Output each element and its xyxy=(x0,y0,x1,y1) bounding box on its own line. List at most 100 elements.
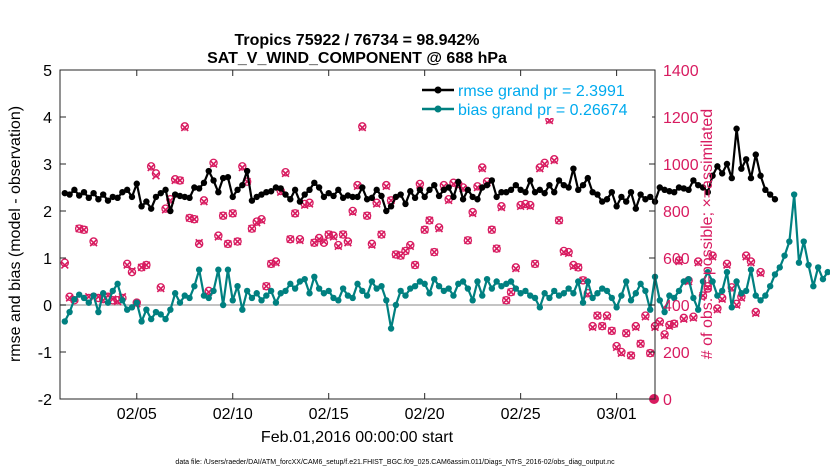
rmse-point xyxy=(435,192,443,200)
bias-point xyxy=(387,325,395,332)
rmse-point xyxy=(373,186,380,194)
assimilated-obs-point xyxy=(271,258,280,267)
rmse-point xyxy=(483,181,491,189)
bias-point xyxy=(114,280,121,288)
assimilated-obs-point xyxy=(756,269,765,278)
bias-point xyxy=(517,290,524,297)
bias-point xyxy=(80,294,88,302)
possible-obs-point xyxy=(722,259,732,269)
rmse-point xyxy=(565,184,572,191)
x-tick-label: 02/15 xyxy=(309,406,349,423)
bias-point xyxy=(315,285,323,292)
assimilated-obs-point xyxy=(622,329,631,338)
rmse-point xyxy=(229,193,236,201)
possible-obs-point xyxy=(617,347,626,357)
possible-obs-point xyxy=(689,312,698,321)
rmse-point xyxy=(152,193,160,201)
bias-point xyxy=(623,278,630,285)
bias-point xyxy=(344,292,352,299)
assimilated-obs-point xyxy=(660,331,669,340)
bias-point xyxy=(536,304,544,311)
right-axis-label: # of obs: o=possible; ×=assimilated xyxy=(699,109,716,359)
bias-point xyxy=(306,290,313,297)
rmse-point xyxy=(258,191,265,198)
possible-obs-point xyxy=(698,291,708,300)
assimilated-obs-point xyxy=(531,259,540,268)
rmse-point xyxy=(426,186,433,194)
x-tick-label: 02/10 xyxy=(213,406,253,423)
bias-point xyxy=(814,264,822,271)
bias-point xyxy=(565,285,572,292)
rmse-point xyxy=(522,189,529,196)
possible-obs-point xyxy=(214,231,223,240)
possible-obs-point xyxy=(655,317,665,326)
possible-obs-point xyxy=(597,321,607,331)
bias-point xyxy=(330,294,337,302)
possible-obs-point xyxy=(626,351,636,360)
bias-point xyxy=(411,283,419,290)
rmse-point xyxy=(287,196,294,203)
possible-obs-point xyxy=(247,224,257,233)
possible-obs-point xyxy=(175,176,185,185)
bias-point xyxy=(704,268,711,276)
rmse-point xyxy=(459,196,467,203)
possible-obs-point xyxy=(497,202,506,211)
right-tick-label: 0 xyxy=(663,392,672,409)
assimilated-obs-point xyxy=(598,322,607,331)
possible-obs-point xyxy=(602,311,612,320)
right-tick-label: 600 xyxy=(663,251,690,268)
assimilated-obs-point xyxy=(511,264,520,273)
bias-point xyxy=(594,290,601,297)
assimilated-obs-point xyxy=(564,249,573,258)
assimilated-obs-point xyxy=(708,252,717,261)
rmse-point xyxy=(555,177,563,184)
possible-obs-point xyxy=(286,234,295,244)
possible-obs-point xyxy=(89,237,98,246)
rmse-point xyxy=(445,184,452,191)
bias-point xyxy=(181,292,188,299)
assimilated-obs-point xyxy=(223,239,232,248)
rmse-point xyxy=(296,198,304,205)
possible-obs-point xyxy=(233,237,242,246)
assimilated-obs-point xyxy=(358,123,367,132)
right-tick-label: 1000 xyxy=(663,157,699,174)
bias-point xyxy=(71,296,78,303)
possible-obs-point xyxy=(549,155,559,164)
rmse-point xyxy=(647,193,654,201)
x-tick-label: 02/25 xyxy=(501,406,541,423)
bias-point xyxy=(757,297,764,304)
possible-obs-point xyxy=(751,307,761,317)
rmse-point xyxy=(330,192,337,200)
bias-point xyxy=(507,278,515,285)
possible-obs-point xyxy=(199,196,209,205)
assimilated-obs-point xyxy=(228,209,237,218)
possible-obs-point xyxy=(641,311,650,320)
rmse-point xyxy=(416,186,424,194)
bias-point xyxy=(301,275,308,283)
rmse-point xyxy=(455,178,462,186)
rmse-point xyxy=(191,184,198,191)
possible-obs-point xyxy=(612,341,621,351)
bias-point xyxy=(805,261,812,269)
rmse-point xyxy=(181,193,188,201)
bias-point xyxy=(551,287,558,295)
bias-point xyxy=(627,297,635,304)
bias-point xyxy=(200,292,208,299)
bias-point xyxy=(421,280,428,288)
rmse-point xyxy=(354,193,361,201)
legend-box xyxy=(418,76,652,118)
possible-obs-point xyxy=(430,247,439,257)
rmse-point xyxy=(80,189,88,196)
possible-obs-point xyxy=(636,339,645,349)
assimilated-obs-point xyxy=(262,282,271,291)
possible-obs-point xyxy=(238,162,247,171)
rmse-point xyxy=(349,193,356,201)
assimilated-obs-point xyxy=(473,183,482,192)
bias-point xyxy=(694,306,702,313)
bias-point xyxy=(363,292,371,299)
possible-obs-point xyxy=(434,223,444,232)
rmse-point xyxy=(234,186,241,194)
assimilated-obs-point xyxy=(463,236,472,245)
possible-obs-point xyxy=(310,238,319,247)
assimilated-obs-point xyxy=(190,215,199,224)
